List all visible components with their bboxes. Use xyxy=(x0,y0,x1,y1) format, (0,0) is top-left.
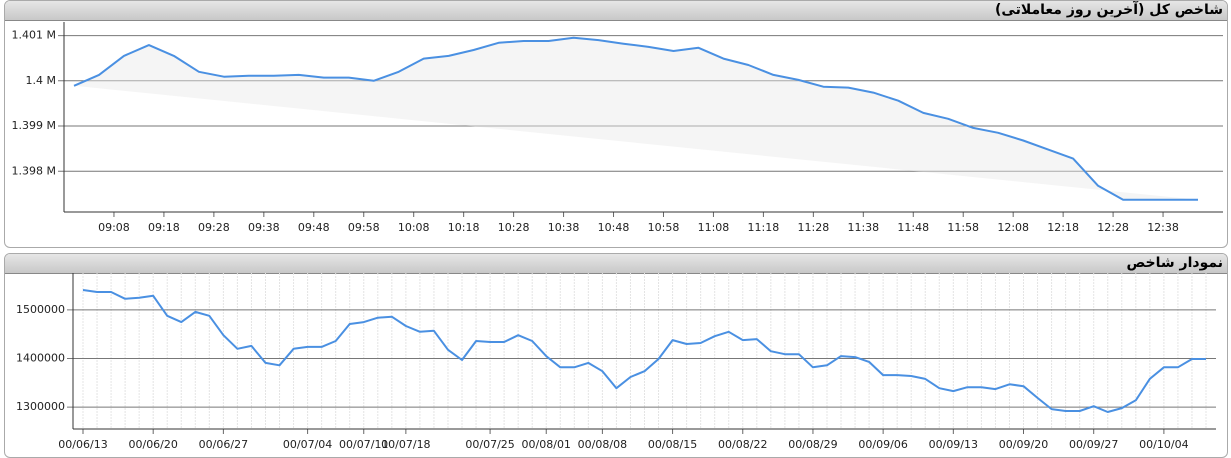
x-tick-label: 00/09/27 xyxy=(1069,438,1118,451)
x-tick-label: 09:38 xyxy=(248,221,280,234)
x-tick-label: 10:58 xyxy=(648,221,680,234)
y-tick-label: 1400000 xyxy=(16,352,65,365)
panel-history: نمودار شاخص 00/06/13 00/06/20 00/06/27 00/0… xyxy=(4,253,1228,458)
x-tick-label: 11:58 xyxy=(947,221,979,234)
x-tick-label: 11:18 xyxy=(748,221,780,234)
x-tick-label: 12:18 xyxy=(1047,221,1079,234)
x-tick-label: 00/07/11 xyxy=(339,438,388,451)
x-tick-label: 09:48 xyxy=(298,221,330,234)
y-tick-label: 1500000 xyxy=(16,303,65,316)
x-tick-label: 12:28 xyxy=(1097,221,1129,234)
panel-intraday: شاخص کل (آخرین روز معاملاتی) 09:08 09:18 0… xyxy=(4,0,1228,248)
x-tick-label: 00/06/13 xyxy=(58,438,107,451)
x-tick-label: 12:08 xyxy=(997,221,1029,234)
x-tick-label: 00/08/29 xyxy=(788,438,837,451)
x-tick-label: 00/09/20 xyxy=(999,438,1048,451)
y-tick-label: 1.399 M xyxy=(12,119,56,132)
line xyxy=(82,289,1206,413)
x-tick-label: 10:48 xyxy=(598,221,630,234)
x-tick-label: 12:38 xyxy=(1147,221,1179,234)
chart-title: شاخص کل (آخرین روز معاملاتی) xyxy=(5,1,1227,21)
x-tick-label: 10:38 xyxy=(548,221,580,234)
y-tick-label: 1.398 M xyxy=(12,164,56,177)
x-tick-label: 00/07/25 xyxy=(465,438,514,451)
y-tick-label: 1300000 xyxy=(16,400,65,413)
y-tick-label: 1.401 M xyxy=(12,29,56,42)
line xyxy=(73,36,1198,201)
x-tick-label: 11:28 xyxy=(798,221,830,234)
x-tick-label: 00/08/01 xyxy=(522,438,571,451)
x-tick-label: 00/08/08 xyxy=(578,438,627,451)
chart: 00/06/13 00/06/20 00/06/27 00/07/04 00/07/11… xyxy=(16,273,1216,451)
line-area xyxy=(74,37,1198,200)
x-tick-label: 10:28 xyxy=(498,221,530,234)
x-tick-label: 11:08 xyxy=(698,221,730,234)
x-tick-label: 00/06/20 xyxy=(128,438,177,451)
x-tick-label: 00/10/04 xyxy=(1139,438,1188,451)
x-tick-label: 00/09/13 xyxy=(929,438,978,451)
x-tick-label: 00/06/27 xyxy=(199,438,248,451)
x-tick-label: 09:28 xyxy=(198,221,230,234)
x-tick-label: 09:58 xyxy=(348,221,380,234)
x-tick-label: 09:08 xyxy=(98,221,130,234)
chart: 09:08 09:18 09:28 09:38 09:48 09:58 10:08 10:18… xyxy=(12,22,1223,234)
x-tick-label: 10:08 xyxy=(398,221,430,234)
x-tick-label: 00/07/04 xyxy=(283,438,332,451)
x-tick-label: 09:18 xyxy=(148,221,180,234)
y-tick-label: 1.4 M xyxy=(26,74,56,87)
x-tick-label: 11:38 xyxy=(847,221,879,234)
x-tick-label: 00/08/22 xyxy=(718,438,767,451)
x-tick-label: 00/07/18 xyxy=(381,438,430,451)
x-tick-label: 00/09/06 xyxy=(858,438,907,451)
x-tick-label: 10:18 xyxy=(448,221,480,234)
x-tick-label: 11:48 xyxy=(897,221,929,234)
x-tick-label: 00/08/15 xyxy=(648,438,697,451)
